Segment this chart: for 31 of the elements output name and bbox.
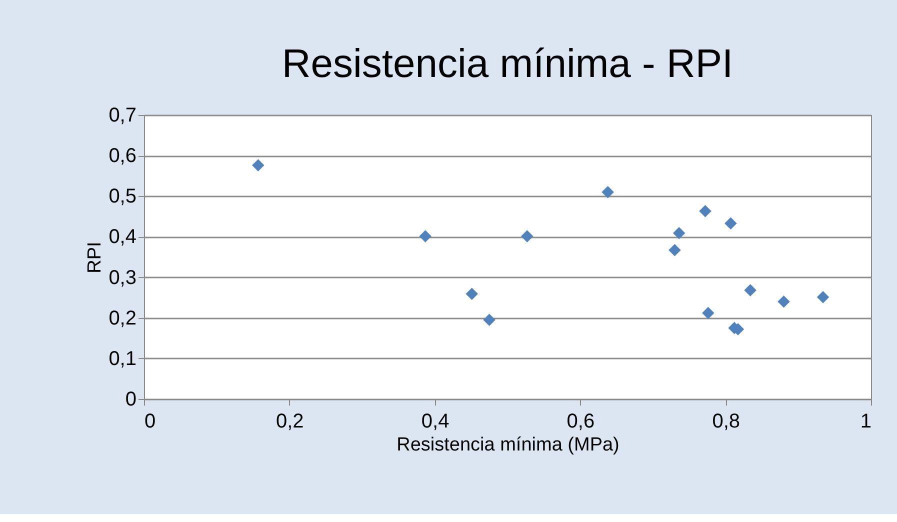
x-tick-label: 0,6 (566, 410, 595, 432)
y-axis-title: RPI (84, 242, 106, 274)
chart-title: Resistencia mínima - RPI (282, 42, 734, 86)
y-tick-label: 0,4 (108, 226, 136, 248)
point (602, 186, 614, 198)
x-tick-label: 0,8 (712, 410, 740, 432)
y-tick-label: 0,3 (108, 266, 136, 289)
point (702, 306, 714, 320)
y-tick-label: 0 (125, 388, 136, 410)
x-tick-label: 1 (860, 410, 872, 432)
point (699, 205, 712, 218)
y-tick-label: 0,2 (108, 307, 136, 330)
point (483, 314, 496, 326)
y-tick-label: 0,6 (108, 145, 136, 168)
y-tick-label: 0,5 (108, 186, 136, 208)
y-tick-label: 0,1 (108, 348, 136, 370)
point (668, 244, 681, 256)
point (466, 288, 478, 300)
y-tick-label: 0,7 (108, 104, 136, 126)
point (816, 291, 830, 304)
x-tick-label: 0,2 (276, 410, 304, 432)
point (521, 230, 534, 242)
x-tick-label: 0 (144, 410, 156, 432)
point (252, 159, 264, 172)
point (724, 217, 737, 230)
point (744, 284, 756, 296)
x-tick-label: 0,4 (421, 410, 450, 432)
point (419, 230, 432, 242)
point (672, 226, 686, 240)
point (778, 296, 790, 308)
x-axis-title: Resistencia mínima (MPa) (396, 434, 620, 456)
